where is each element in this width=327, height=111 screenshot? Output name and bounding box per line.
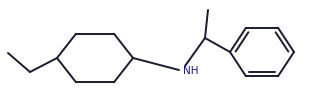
Text: NH: NH xyxy=(183,66,198,76)
